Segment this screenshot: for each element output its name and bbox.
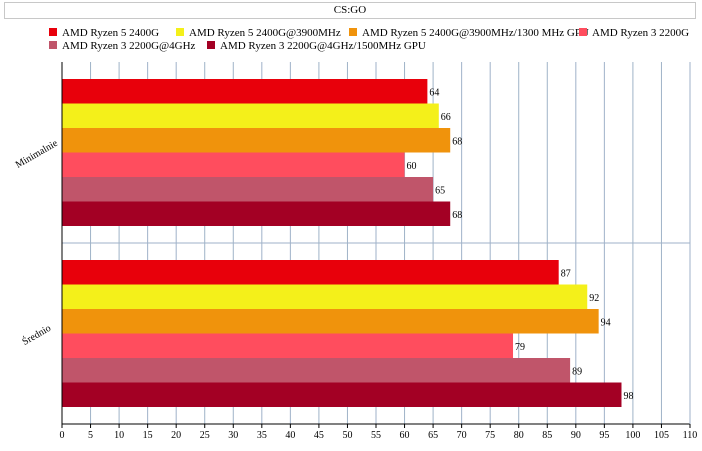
legend-label: AMD Ryzen 5 2400G — [62, 27, 159, 39]
x-tick-label: 85 — [542, 430, 552, 441]
legend-swatch — [176, 28, 184, 36]
x-tick-label: 110 — [683, 430, 698, 441]
bar — [62, 201, 451, 226]
x-tick-label: 0 — [60, 430, 65, 441]
bar — [62, 103, 439, 128]
legend-swatch — [49, 41, 57, 49]
x-tick-label: 20 — [171, 430, 181, 441]
data-label: 68 — [452, 210, 462, 221]
x-tick-label: 75 — [485, 430, 495, 441]
x-tick-label: 35 — [257, 430, 267, 441]
bars: 64 66 68 60 65 68 87 92 94 79 89 98 — [62, 79, 633, 407]
legend-label: AMD Ryzen 3 2200G — [592, 27, 689, 39]
x-tick-label: 25 — [200, 430, 210, 441]
x-tick-label: 45 — [314, 430, 324, 441]
bar — [62, 128, 451, 153]
legend: AMD Ryzen 5 2400G AMD Ryzen 5 2400G@3900M… — [49, 27, 689, 52]
bar — [62, 260, 559, 285]
bar — [62, 152, 405, 177]
legend-swatch — [49, 28, 57, 36]
x-tick-label: 30 — [228, 430, 238, 441]
bar — [62, 309, 599, 334]
bar — [62, 358, 571, 383]
legend-swatch — [349, 28, 357, 36]
category-label: Średnio — [20, 322, 53, 348]
x-tick-label: 65 — [428, 430, 438, 441]
data-label: 65 — [435, 185, 445, 196]
legend-label: AMD Ryzen 3 2200G@4GHz/1500MHz GPU — [220, 40, 426, 52]
bar — [62, 382, 622, 407]
x-tick-label: 100 — [625, 430, 640, 441]
data-label: 64 — [429, 87, 439, 98]
data-label: 94 — [601, 317, 611, 328]
bar — [62, 284, 588, 309]
x-tick-label: 90 — [571, 430, 581, 441]
x-tick-label: 95 — [599, 430, 609, 441]
data-label: 68 — [452, 136, 462, 147]
x-tick-label: 70 — [457, 430, 467, 441]
legend-label: AMD Ryzen 5 2400G@3900MHz/1300 MHz GPU — [362, 27, 589, 39]
x-tick-label: 55 — [371, 430, 381, 441]
legend-swatch — [579, 28, 587, 36]
x-tick-label: 50 — [342, 430, 352, 441]
data-label: 98 — [623, 391, 633, 402]
bar — [62, 177, 434, 202]
bar — [62, 333, 514, 358]
legend-label: AMD Ryzen 5 2400G@3900MHz — [189, 27, 341, 39]
x-tick-label: 105 — [654, 430, 669, 441]
x-tick-label: 40 — [285, 430, 295, 441]
data-label: 89 — [572, 366, 582, 377]
x-tick-label: 15 — [143, 430, 153, 441]
data-label: 92 — [589, 293, 599, 304]
data-label: 66 — [441, 112, 451, 123]
x-tick-label: 5 — [88, 430, 93, 441]
data-label: 79 — [515, 342, 525, 353]
chart-title: CS:GO — [4, 2, 696, 19]
data-label: 87 — [561, 268, 571, 279]
legend-label: AMD Ryzen 3 2200G@4GHz — [62, 40, 196, 52]
x-tick-label: 10 — [114, 430, 124, 441]
data-label: 60 — [407, 161, 417, 172]
bar — [62, 79, 428, 104]
x-tick-label: 80 — [514, 430, 524, 441]
x-tick-label: 60 — [400, 430, 410, 441]
category-label: Minimalnie — [14, 138, 60, 171]
legend-swatch — [207, 41, 215, 49]
